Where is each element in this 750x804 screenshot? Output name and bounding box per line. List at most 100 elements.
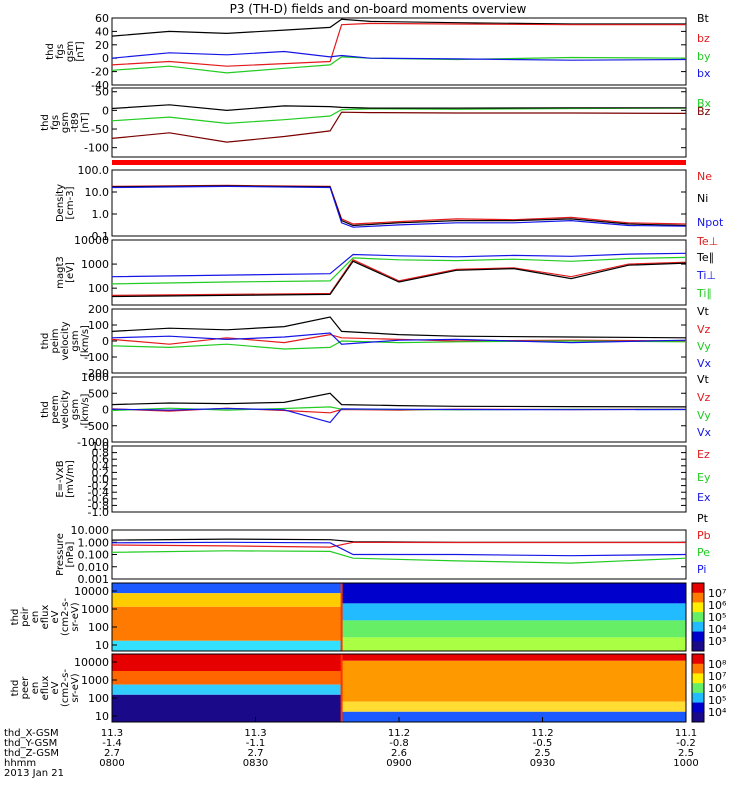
y-tick-label: 10.000 [71,524,110,537]
colorbar-tick-label: 10³ [708,635,726,648]
colorbar-tick-label: 10⁶ [708,599,727,612]
y-axis-label: sr-eV) [70,602,81,631]
y-axis-label: thd [40,401,51,418]
series-line [111,260,687,298]
y-axis-label: en [30,682,41,695]
y-axis-label: [km/s] [80,325,91,357]
y-axis-label: velocity [60,390,71,429]
series-line [111,407,687,424]
series-line [111,18,686,37]
colorbar-segment [692,631,704,642]
y-tick-label: 200 [88,303,109,316]
footer-row-value: -1.4 [102,738,122,749]
y-tick-label: 0.001 [78,573,110,586]
legend-entry: Pe [697,546,710,559]
y-tick-label: -50 [91,123,109,136]
heatmap-band [341,711,686,722]
legend-entry: Pb [697,529,711,542]
y-tick-label: 0 [102,52,109,65]
y-axis-label: peer [20,676,31,700]
y-axis-label: gsm [60,112,71,133]
legend-entry: Te∥ [696,251,714,264]
panel-frame [111,582,687,652]
y-tick-label: 0 [102,404,109,417]
y-tick-label: 10 [95,639,109,652]
y-tick-label: 10000 [74,585,109,598]
y-tick-label: 1.0 [92,208,110,221]
legend-entry: Ti∥ [696,287,712,300]
y-tick-label: 1000 [81,371,109,384]
colorbar-tick-label: 10⁶ [708,682,727,695]
footer-row-value: 2.5 [678,748,694,759]
series-line [111,22,686,67]
y-tick-label: 0.6 [92,453,110,466]
footer-date: 2013 Jan 21 [4,768,64,779]
y-tick-label: 0.100 [78,549,110,562]
series-line [111,107,687,125]
y-tick-label: -0.4 [88,486,109,499]
footer-row-label: thd_X-GSM [4,728,59,739]
y-tick-label: 0.010 [78,561,110,574]
series-line [111,184,687,225]
panel-temperature: 10000 1000 100 magt3 [eV] Te⊥ Te∥ Ti⊥ Ti∥ [55,234,718,306]
y-tick-label: 60 [95,12,109,25]
y-tick-label: -1.0 [88,506,109,519]
footer-row-value: 2.7 [104,748,120,759]
footer-row-value: 2.7 [248,748,264,759]
y-tick-label: 1.000 [78,536,110,549]
y-axis-label: fgs [50,115,61,130]
heatmap-band [341,637,686,651]
legend-entry: Bx [697,97,712,110]
y-axis-label: thd [45,43,56,60]
legend-entry: Vy [697,340,711,353]
y-axis-label: eV [50,681,61,694]
legend-entry: Ey [697,471,711,484]
series-line [111,50,687,61]
colorbar-segment [692,654,704,665]
y-axis-label: fgs [55,44,66,59]
legend-entry: Vt [697,305,710,318]
legend-entry: Te⊥ [696,235,718,248]
colorbar-tick-label: 10⁷ [708,587,726,600]
panel-peer_eflux: 10000 1000 100 10 thd peer en eflux eV (cm2-s-sr-… [10,653,727,723]
heatmap-band [341,603,686,621]
colorbar-tick-label: 10⁴ [708,706,727,719]
series-line [111,111,687,143]
series-line [111,541,686,548]
heatmap-band [112,640,342,651]
colorbar-frame [691,653,705,723]
y-tick-label: -100 [84,351,109,364]
y-axis-label: [cm-3] [65,186,76,219]
panel-frame [111,17,687,86]
series-line [111,104,686,112]
heatmap-band [112,654,342,671]
colorbar-segment [692,621,704,633]
heatmap-band [341,583,686,604]
y-tick-label: -500 [84,420,109,433]
legend-entry: bx [697,67,711,80]
footer-row-value: 0830 [243,758,268,769]
colorbar-tick-label: 10⁵ [708,694,726,707]
y-tick-label: -100 [84,142,109,155]
heatmap-band [341,654,686,661]
series-line [111,185,687,228]
y-tick-label: -40 [91,79,109,92]
y-axis-label: peir [20,606,31,626]
y-axis-label: [nT] [75,41,86,61]
y-axis-label: thd [10,609,21,626]
colorbar-segment [692,683,704,694]
y-axis-label: [km/s] [80,393,91,425]
heatmap-band [112,684,342,695]
series-line [111,392,687,408]
heatmap-band [112,583,342,594]
y-axis-label: peim [50,328,61,353]
legend-entry: Vy [697,409,711,422]
legend-entry: by [697,50,711,63]
heatmap-band [112,606,342,641]
series-line [111,332,687,345]
y-axis-label: thd [40,333,51,350]
y-tick-label: 0.4 [92,460,110,473]
